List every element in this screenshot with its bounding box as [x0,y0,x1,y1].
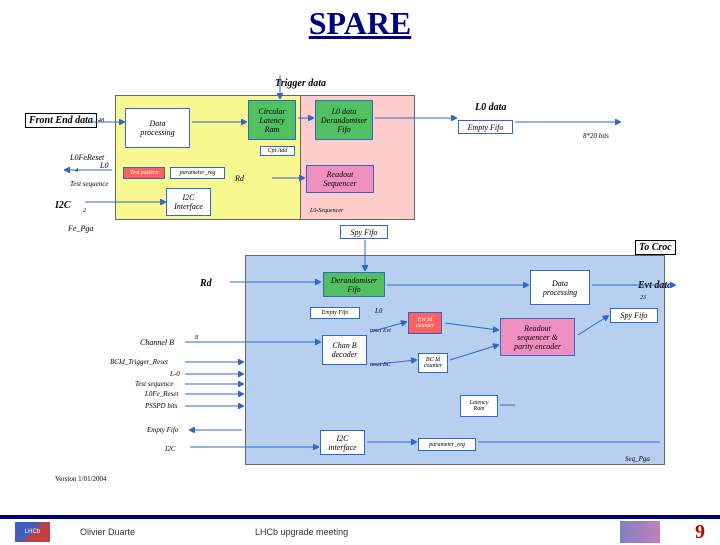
label-l0-sequencer: L0-Sequencer [310,208,343,214]
label-l0: L0 [100,161,108,170]
label-trigger-data: Trigger data [275,78,326,89]
block-latency-ram: LatencyRam [460,395,498,417]
label-23: 23 [640,295,646,301]
block-cpt-add: Cpt Add [260,146,295,156]
block-spy-fifo-2: Spy Fifo [610,308,658,323]
block-spy-fifo-1: Spy Fifo [340,225,388,239]
block-empty-fifo-1: Empty Fifo [458,120,513,134]
label-4: 4 [75,168,78,174]
label-48: 48 [98,118,104,124]
block-i2c-interface-2: I2Cinterface [320,430,365,455]
label-test-seq: Test sequence [70,180,108,188]
block-i2c-interface-1: I2CInterface [166,188,211,216]
block-evt-id: Evt Idcounter [408,312,442,334]
block-readout-seq-parity: Readoutsequencer &parity encoder [500,318,575,356]
blue-region-bottom [245,255,665,465]
label-to-croc: To Croc [635,240,676,255]
label-psspd: PSSPD bits [145,402,177,410]
block-parameter-reg-2: parameter_reg [418,438,476,451]
label-fe-pga: Fe_Pga [68,224,93,233]
block-data-processing-2: Dataprocessing [530,270,590,305]
block-data-processing-1: Dataprocessing [125,108,190,148]
footer-bar: LHCb Olivier Duarte LHCb upgrade meeting… [0,515,720,545]
label-l0-data: L0 data [475,102,506,113]
label-i2c-2: I2C [165,445,176,453]
label-40bits: 8*20 bits [583,132,609,140]
label-reset-evt: reset Evt [370,328,391,334]
label-test-seq-2: Test sequence [135,380,173,388]
label-evt-data: Evt data [638,280,672,291]
block-parameter-reg-1: parameter_reg [170,167,225,179]
block-test-pattern: Test pattern [123,167,165,179]
label-rd: Rd [235,174,244,183]
block-empty-fifo-2: Empty Fifo [310,307,360,319]
page-title: SPARE [0,5,720,42]
label-2: 2 [83,208,86,214]
block-circular-latency: CircularLatencyRam [248,100,296,140]
label-reset-bc: reset BC [370,362,391,368]
block-bc-id: BC Idcounter [418,353,448,373]
label-bcid-trigger: BCId_Trigger_Reset [110,358,168,366]
label-front-end: Front End data [25,113,97,128]
label-channel-b: Channel B [140,338,174,347]
diagram-container: Trigger data Front End data L0 data To C… [20,60,700,490]
label-l0-2: L0 [375,307,382,315]
label-rd-2: Rd [200,278,212,289]
page-number: 9 [695,521,705,544]
version-label: Version 1/01/2004 [55,475,107,483]
label-l0-3: L-0 [170,370,180,378]
label-i2c: I2C [55,200,71,211]
block-readout-sequencer: ReadoutSequencer [306,165,374,193]
block-l0-derandomiser: L0 dataDerandomiserFifo [315,100,373,140]
label-seq-pga: Seq_Pga [625,455,650,463]
label-8: 8 [195,335,198,341]
footer-meeting: LHCb upgrade meeting [255,527,348,537]
label-empty-fifo-3: Empty Fifo [147,426,178,434]
block-derandomiser-fifo: DerandomiserFifo [323,272,385,297]
footer-author: Olivier Duarte [80,527,135,537]
label-l0fe-reset-2: L0Fe_Reset [145,390,178,398]
block-chan-b: Chan Bdecoder [322,335,367,365]
lhcb-logo: LHCb [15,522,50,542]
